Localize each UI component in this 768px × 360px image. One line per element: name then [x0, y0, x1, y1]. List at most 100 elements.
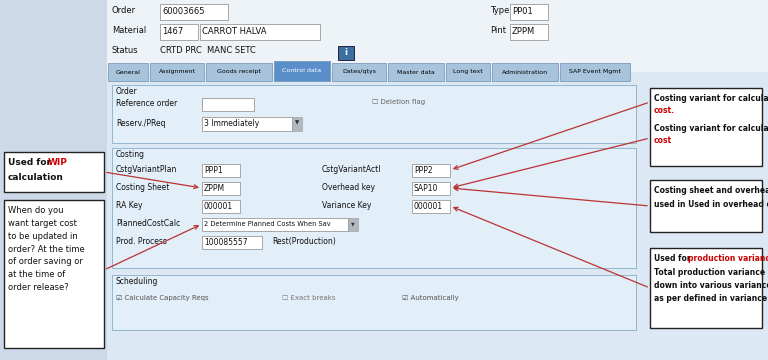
Text: cost.: cost.	[654, 106, 675, 115]
Text: Used for: Used for	[8, 158, 54, 167]
Text: RA Key: RA Key	[116, 201, 143, 210]
Text: ☐ Deletion flag: ☐ Deletion flag	[372, 99, 425, 105]
Text: WIP: WIP	[48, 158, 68, 167]
Text: 1467: 1467	[162, 27, 184, 36]
Text: SAP10: SAP10	[414, 184, 439, 193]
Bar	[412, 164, 450, 177]
Bar	[202, 182, 240, 195]
Text: Total production variance is broken: Total production variance is broken	[654, 268, 768, 277]
Bar	[107, 0, 768, 360]
Text: 60003665: 60003665	[162, 8, 204, 17]
Bar	[274, 61, 330, 81]
Text: CARROT HALVA: CARROT HALVA	[202, 27, 266, 36]
Bar	[650, 248, 762, 328]
Text: Costing Sheet: Costing Sheet	[116, 183, 170, 192]
Text: Order: Order	[116, 87, 137, 96]
Text: Reference order: Reference order	[116, 99, 177, 108]
Text: Master data: Master data	[397, 69, 435, 75]
Text: 100085557: 100085557	[204, 238, 247, 247]
Text: Costing sheet and overhead key are: Costing sheet and overhead key are	[654, 186, 768, 195]
Text: ZPPM: ZPPM	[512, 27, 535, 36]
Bar	[200, 24, 320, 40]
Bar	[332, 63, 386, 81]
Text: Costing variant for calculating: Costing variant for calculating	[654, 94, 768, 103]
Bar	[112, 85, 636, 143]
Bar	[206, 63, 272, 81]
Text: Material: Material	[112, 26, 146, 35]
Text: Long text: Long text	[453, 69, 483, 75]
Bar	[160, 4, 228, 20]
Bar	[112, 275, 636, 330]
Bar	[292, 117, 302, 131]
Text: down into various variance categories: down into various variance categories	[654, 281, 768, 290]
Text: PP01: PP01	[512, 8, 533, 17]
Bar	[108, 63, 148, 81]
Bar	[202, 200, 240, 213]
Text: CstgVariantActl: CstgVariantActl	[322, 165, 382, 174]
Bar	[112, 148, 636, 268]
Text: Costing variant for calculating: Costing variant for calculating	[654, 124, 768, 133]
Bar	[202, 98, 254, 111]
Text: Assignment: Assignment	[158, 69, 196, 75]
Text: When do you
want target cost
to be updated in
order? At the time
of order saving: When do you want target cost to be updat…	[8, 206, 84, 292]
Bar	[202, 218, 348, 231]
Text: ☑ Calculate Capacity Reqs: ☑ Calculate Capacity Reqs	[116, 295, 209, 301]
Text: ▼: ▼	[295, 121, 299, 126]
Bar	[560, 63, 630, 81]
Text: Rest(Production): Rest(Production)	[272, 237, 336, 246]
Text: Variance Key: Variance Key	[322, 201, 372, 210]
Bar	[338, 46, 354, 60]
Text: Prod. Process: Prod. Process	[116, 237, 167, 246]
Bar	[202, 117, 292, 131]
Text: Scheduling: Scheduling	[116, 277, 158, 286]
Bar	[348, 218, 358, 231]
Text: Used for: Used for	[654, 254, 694, 263]
Bar	[107, 0, 768, 72]
Text: 2 Determine Planned Costs When Sav: 2 Determine Planned Costs When Sav	[204, 221, 331, 228]
Bar	[510, 4, 548, 20]
Text: ☐ Exact breaks: ☐ Exact breaks	[282, 295, 336, 301]
Bar	[109, 82, 639, 352]
Text: 000001: 000001	[414, 202, 443, 211]
Text: PlannedCostCalc: PlannedCostCalc	[116, 219, 180, 228]
Text: Costing: Costing	[116, 150, 145, 159]
Text: ▼: ▼	[351, 221, 355, 226]
Bar	[160, 24, 198, 40]
Text: Reserv./PReq: Reserv./PReq	[116, 119, 165, 128]
Bar	[446, 63, 490, 81]
Text: cost: cost	[654, 136, 672, 145]
Bar	[412, 182, 450, 195]
Text: CRTD PRC  MANC SETC: CRTD PRC MANC SETC	[160, 46, 256, 55]
Text: Dates/qtys: Dates/qtys	[342, 69, 376, 75]
Text: 000001: 000001	[204, 202, 233, 211]
Bar	[412, 200, 450, 213]
Text: General: General	[115, 69, 141, 75]
Bar	[388, 63, 444, 81]
Text: PPP2: PPP2	[414, 166, 432, 175]
Text: ☑ Automatically: ☑ Automatically	[402, 295, 458, 301]
Text: Pint: Pint	[490, 26, 506, 35]
Text: SAP Event Mgmt: SAP Event Mgmt	[569, 69, 621, 75]
Text: Control data: Control data	[283, 68, 322, 73]
Text: ZPPM: ZPPM	[204, 184, 225, 193]
Text: CstgVariantPlan: CstgVariantPlan	[116, 165, 177, 174]
Text: production variance analysis.: production variance analysis.	[688, 254, 768, 263]
Text: as per defined in variance key.: as per defined in variance key.	[654, 294, 768, 303]
Text: Order: Order	[112, 6, 136, 15]
Text: used in Used in overhead calculation: used in Used in overhead calculation	[654, 200, 768, 209]
Bar	[4, 152, 104, 192]
Text: calculation: calculation	[8, 173, 64, 182]
Bar	[202, 236, 262, 249]
Bar	[650, 88, 762, 166]
Text: i: i	[345, 48, 347, 57]
Text: 3 Immediately: 3 Immediately	[204, 120, 260, 129]
Text: Status: Status	[112, 46, 139, 55]
Bar	[202, 164, 240, 177]
Bar	[650, 180, 762, 232]
Text: Goods receipt: Goods receipt	[217, 69, 261, 75]
Bar	[510, 24, 548, 40]
Text: PPP1: PPP1	[204, 166, 223, 175]
Text: Overhead key: Overhead key	[322, 183, 375, 192]
Text: Administration: Administration	[502, 69, 548, 75]
Bar	[4, 200, 104, 348]
